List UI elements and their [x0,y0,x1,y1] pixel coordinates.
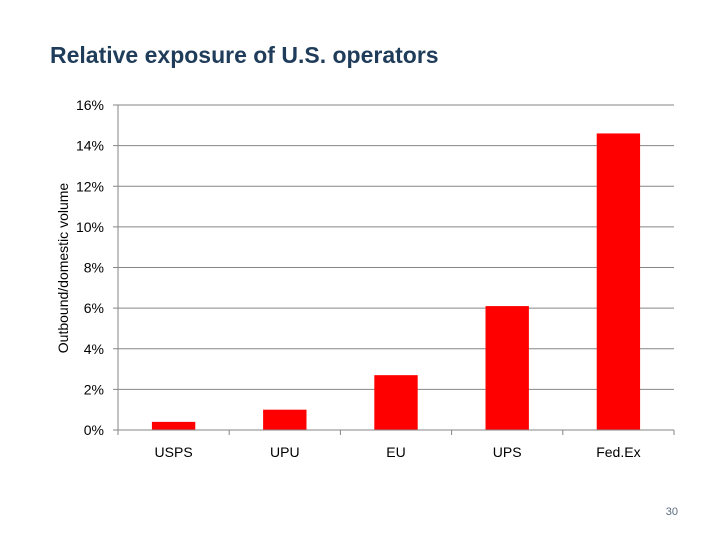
bar-upu [263,409,307,430]
bar-eu [374,375,418,430]
bars [151,133,641,430]
x-tick-label: Fed.Ex [596,444,640,460]
x-tick-label: UPU [270,444,300,460]
y-tick-label: 10% [76,219,104,235]
y-tick-label: 6% [84,300,104,316]
x-tick-label: USPS [155,444,193,460]
bar-fed-ex [596,133,641,430]
gridlines [118,104,674,390]
y-axis-title: Outbound/domestic volume [55,183,71,354]
slide-title: Relative exposure of U.S. operators [50,42,439,68]
axes [113,104,675,435]
y-tick-label: 2% [84,381,104,397]
x-tick-label: UPS [493,444,522,460]
bar-ups [485,306,529,430]
y-tick-labels: 0% 2% 4% 6% 8% 10% 12% 14% 16% [76,97,104,438]
y-tick-label: 16% [76,97,104,113]
bar-usps [151,421,196,430]
x-tick-label: EU [386,444,405,460]
x-tick-labels: USPS UPU EU UPS Fed.Ex [155,444,641,460]
y-tick-label: 12% [76,178,104,194]
page-number: 30 [665,506,678,518]
y-tick-label: 14% [76,138,104,154]
y-tick-label: 4% [84,341,104,357]
y-tick-label: 0% [84,422,104,438]
y-tick-label: 8% [84,260,104,276]
